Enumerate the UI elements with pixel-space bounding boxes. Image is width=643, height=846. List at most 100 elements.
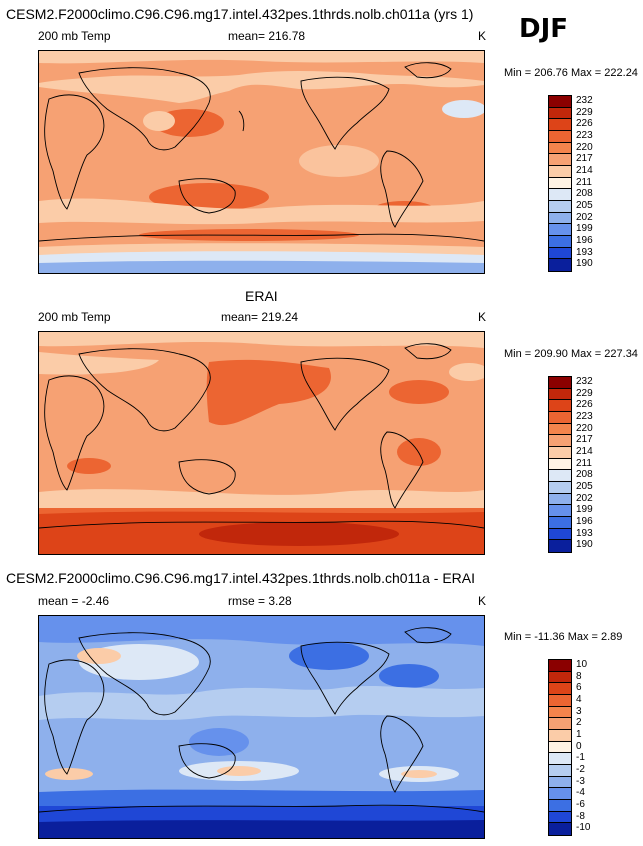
panel-model-minmax: Min = 206.76 Max = 222.24 <box>504 67 638 79</box>
panel-diff-title: CESM2.F2000climo.C96.C96.mg17.intel.432p… <box>6 570 475 586</box>
colorbar-swatch <box>549 482 571 494</box>
colorbar-tick-label: 220 <box>576 422 593 434</box>
colorbar-tick-label: 3 <box>576 705 582 717</box>
colorbar-swatch <box>549 788 571 800</box>
colorbar-swatch <box>549 131 571 143</box>
colorbar-swatch <box>549 447 571 459</box>
colorbar-swatch <box>549 718 571 730</box>
panel-obs-variable: 200 mb Temp <box>38 310 111 324</box>
colorbar-swatch <box>549 695 571 707</box>
colorbar-tick-label: 217 <box>576 153 593 165</box>
colorbar-tick-label: -2 <box>576 763 585 775</box>
colorbar-swatch <box>549 811 571 824</box>
colorbar-tick-label: 193 <box>576 246 593 258</box>
colorbar-tick-label: -6 <box>576 798 585 810</box>
season-label: DJF <box>519 14 569 44</box>
colorbar-swatch <box>549 224 571 236</box>
panel-diff-map <box>38 615 485 839</box>
diff-coastlines <box>39 627 484 813</box>
colorbar-swatch <box>549 236 571 248</box>
colorbar-swatch <box>549 377 571 389</box>
panel-model-mean: mean= 216.78 <box>228 29 306 43</box>
colorbar-tick-label: -4 <box>576 787 585 799</box>
colorbar-tick-label: 232 <box>576 375 593 387</box>
colorbar-swatch <box>549 177 571 190</box>
colorbar-swatch <box>549 765 571 777</box>
panel-diff-minmax: Min = -11.36 Max = 2.89 <box>504 631 623 643</box>
colorbar-swatch <box>549 189 571 201</box>
colorbar-swatch <box>549 212 571 225</box>
colorbar-swatch <box>549 247 571 260</box>
colorbar-swatch <box>549 458 571 471</box>
diff-field <box>39 616 484 838</box>
colorbar-swatch <box>549 259 571 271</box>
colorbar-tick-label: 205 <box>576 199 593 211</box>
obs-coastlines <box>39 343 484 529</box>
colorbar-tick-label: 214 <box>576 445 593 457</box>
colorbar-tick-label: 223 <box>576 129 593 141</box>
colorbar-swatch <box>549 142 571 155</box>
colorbar-tick-label: 4 <box>576 693 582 705</box>
colorbar-swatch <box>549 119 571 131</box>
panel-diff-colorbar <box>548 659 572 836</box>
colorbar-tick-label: 232 <box>576 94 593 106</box>
colorbar-tick-label: 202 <box>576 211 593 223</box>
panel-diff-mean: mean = -2.46 <box>38 594 110 608</box>
colorbar-tick-label: 196 <box>576 234 593 246</box>
colorbar-swatch <box>549 493 571 506</box>
colorbar-swatch <box>549 730 571 742</box>
colorbar-tick-label: 208 <box>576 469 593 481</box>
colorbar-tick-label: 1 <box>576 728 582 740</box>
colorbar-tick-label: 196 <box>576 515 593 527</box>
panel-model-colorbar <box>548 95 572 272</box>
colorbar-swatch <box>549 800 571 812</box>
colorbar-tick-label: 193 <box>576 527 593 539</box>
colorbar-tick-label: 229 <box>576 387 593 399</box>
panel-obs-colorbar <box>548 376 572 553</box>
colorbar-swatch <box>549 776 571 789</box>
colorbar-tick-label: 214 <box>576 164 593 176</box>
colorbar-swatch <box>549 671 571 684</box>
panel-diff-rmse: rmse = 3.28 <box>228 594 292 608</box>
colorbar-swatch <box>549 517 571 529</box>
colorbar-swatch <box>549 423 571 436</box>
colorbar-tick-label: -8 <box>576 810 585 822</box>
panel-obs-units: K <box>478 310 487 324</box>
panel-diff-units: K <box>478 594 487 608</box>
colorbar-tick-label: 217 <box>576 434 593 446</box>
colorbar-tick-label: 0 <box>576 740 582 752</box>
colorbar-tick-label: -3 <box>576 775 585 787</box>
colorbar-tick-label: 211 <box>576 176 592 188</box>
colorbar-tick-label: 223 <box>576 410 593 422</box>
colorbar-tick-label: 199 <box>576 223 593 235</box>
panel-obs-map <box>38 331 485 555</box>
model-field <box>39 51 484 273</box>
colorbar-tick-label: 208 <box>576 188 593 200</box>
panel-model-variable: 200 mb Temp <box>38 29 111 43</box>
model-coastlines <box>39 62 484 242</box>
colorbar-swatch <box>549 823 571 835</box>
colorbar-swatch <box>549 540 571 552</box>
colorbar-swatch <box>549 154 571 166</box>
colorbar-tick-label: 8 <box>576 670 582 682</box>
colorbar-swatch <box>549 107 571 120</box>
colorbar-swatch <box>549 166 571 178</box>
panel-model-title: CESM2.F2000climo.C96.C96.mg17.intel.432p… <box>6 6 474 22</box>
panel-model-map <box>38 50 485 274</box>
colorbar-swatch <box>549 96 571 108</box>
colorbar-tick-label: 220 <box>576 141 593 153</box>
colorbar-swatch <box>549 470 571 482</box>
colorbar-tick-label: -10 <box>576 822 591 834</box>
panel-obs-title: ERAI <box>245 288 278 304</box>
panel-obs-mean: mean= 219.24 <box>221 310 299 324</box>
colorbar-tick-label: -1 <box>576 752 585 764</box>
colorbar-tick-label: 229 <box>576 106 593 118</box>
colorbar-tick-label: 199 <box>576 504 593 516</box>
colorbar-swatch <box>549 388 571 401</box>
colorbar-tick-label: 2 <box>576 717 582 729</box>
colorbar-swatch <box>549 741 571 754</box>
colorbar-swatch <box>549 660 571 672</box>
colorbar-tick-label: 190 <box>576 539 593 551</box>
colorbar-tick-label: 6 <box>576 682 582 694</box>
colorbar-tick-label: 226 <box>576 399 593 411</box>
